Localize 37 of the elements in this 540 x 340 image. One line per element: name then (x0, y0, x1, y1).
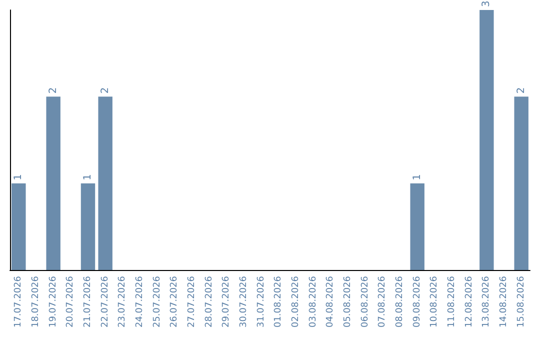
x-tick-label: 29.07.2026 (222, 276, 232, 328)
x-tick-label: 10.08.2026 (430, 276, 440, 328)
x-tick-label: 25.07.2026 (152, 276, 162, 328)
x-tick-label: 17.07.2026 (14, 276, 24, 328)
data-label: 1 (82, 174, 94, 180)
x-tick-label: 05.08.2026 (343, 276, 353, 328)
x-tick-label: 02.08.2026 (291, 276, 301, 328)
x-tick-label: 07.08.2026 (378, 276, 388, 328)
x-tick-label: 01.08.2026 (274, 276, 284, 328)
x-tick-label: 12.08.2026 (464, 276, 474, 328)
data-label: 2 (48, 87, 59, 94)
x-tick-label: 19.07.2026 (48, 276, 58, 328)
data-label: 1 (13, 174, 24, 180)
x-tick-label: 06.08.2026 (360, 276, 370, 328)
x-tick-label: 28.07.2026 (204, 276, 214, 328)
x-tick-label: 20.07.2026 (66, 276, 76, 328)
x-tick-label: 23.07.2026 (118, 276, 128, 328)
x-tick-label: 21.07.2026 (83, 276, 93, 328)
data-label: 3 (481, 0, 492, 7)
x-tick-label: 15.08.2026 (516, 276, 526, 328)
x-tick-label: 22.07.2026 (100, 276, 110, 328)
x-tick-label: 27.07.2026 (187, 276, 197, 328)
x-tick-label: 09.08.2026 (412, 276, 422, 328)
x-tick-label: 11.08.2026 (447, 276, 457, 328)
x-tick-label: 26.07.2026 (170, 276, 180, 328)
data-label: 2 (100, 87, 111, 94)
data-label: 1 (412, 174, 423, 180)
x-tick-label: 04.08.2026 (326, 276, 336, 328)
x-tick-label: 30.07.2026 (239, 276, 249, 328)
x-tick-label: 03.08.2026 (308, 276, 318, 328)
x-tick-label: 13.08.2026 (482, 276, 492, 328)
x-tick-label: 24.07.2026 (135, 276, 145, 328)
x-tick-label: 14.08.2026 (499, 276, 509, 328)
x-tick-label: 18.07.2026 (31, 276, 41, 328)
x-tick-label: 08.08.2026 (395, 276, 405, 328)
data-label: 2 (516, 87, 527, 94)
x-tick-label: 31.07.2026 (256, 276, 266, 328)
